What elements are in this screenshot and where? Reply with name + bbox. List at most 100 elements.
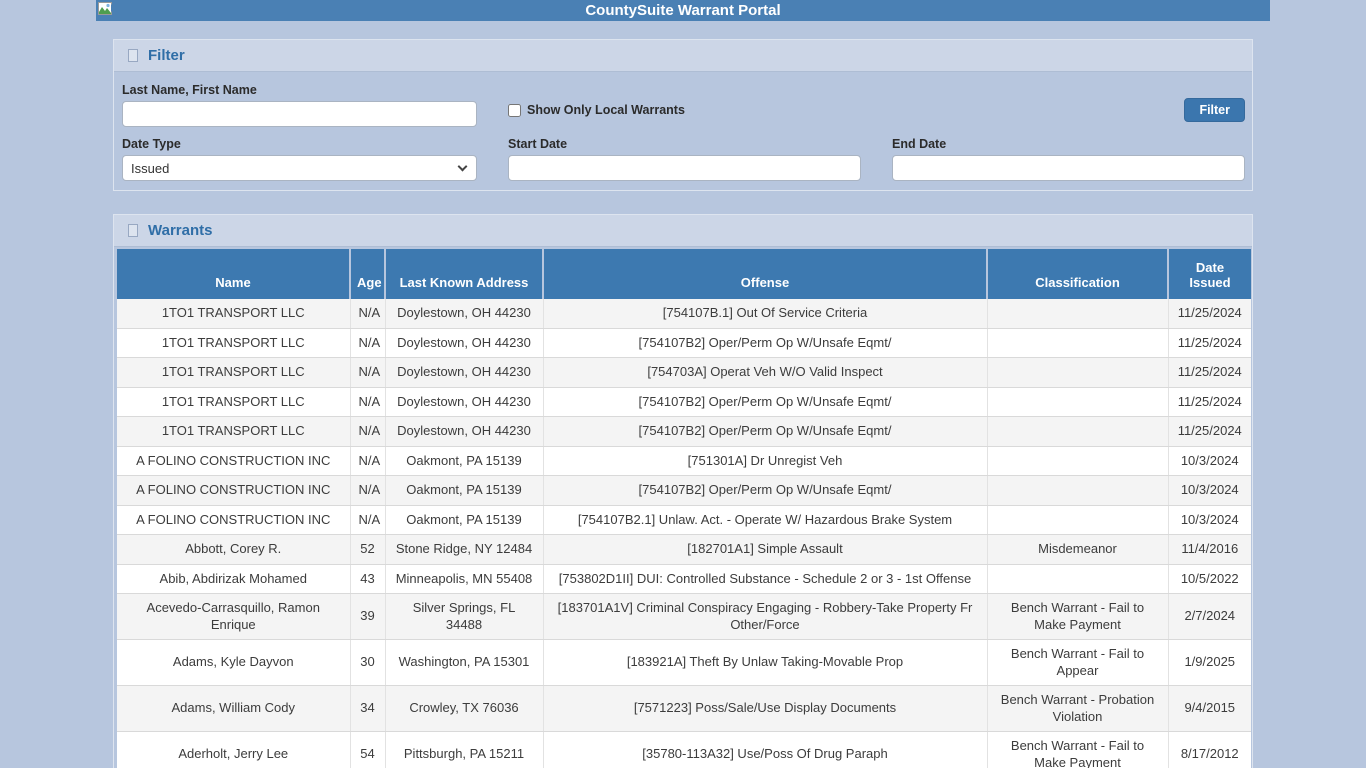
cell-date-issued: 11/4/2016	[1168, 534, 1251, 565]
filter-button-cell: Filter	[892, 83, 1245, 127]
cell-address: Doylestown, OH 44230	[385, 387, 544, 417]
column-header: Date Issued	[1168, 249, 1251, 299]
filter-section-title: Filter	[148, 47, 185, 64]
cell-address: Stone Ridge, NY 12484	[385, 534, 544, 565]
cell-date-issued: 10/5/2022	[1168, 564, 1251, 594]
cell-offense: [7571223] Poss/Sale/Use Display Document…	[543, 685, 988, 732]
table-row: Adams, Kyle Dayvon 30 Washington, PA 153…	[117, 639, 1251, 686]
cell-age: 30	[350, 639, 386, 686]
warrants-section-title: Warrants	[148, 222, 213, 239]
cell-age: N/A	[350, 475, 386, 506]
cell-date-issued: 11/25/2024	[1168, 299, 1251, 329]
table-row: 1TO1 TRANSPORT LLC N/A Doylestown, OH 44…	[117, 387, 1251, 417]
cell-age: 39	[350, 593, 386, 640]
filter-body: Last Name, First Name Show Only Local Wa…	[114, 72, 1252, 190]
cell-offense: [754107B2.1] Unlaw. Act. - Operate W/ Ha…	[543, 505, 988, 535]
table-row: Acevedo-Carrasquillo, Ramon Enrique 39 S…	[117, 593, 1251, 640]
cell-date-issued: 11/25/2024	[1168, 387, 1251, 417]
cell-classification	[987, 328, 1169, 358]
date-type-label: Date Type	[122, 137, 181, 151]
cell-age: N/A	[350, 328, 386, 358]
end-date-group: End Date	[892, 137, 1245, 181]
cell-address: Doylestown, OH 44230	[385, 328, 544, 358]
warrants-table-body: 1TO1 TRANSPORT LLC N/A Doylestown, OH 44…	[117, 299, 1251, 768]
start-date-input[interactable]	[508, 155, 861, 181]
table-row: Abbott, Corey R. 52 Stone Ridge, NY 1248…	[117, 534, 1251, 565]
title-bar: CountySuite Warrant Portal	[96, 0, 1270, 21]
cell-date-issued: 10/3/2024	[1168, 505, 1251, 535]
cell-offense: [183921A] Theft By Unlaw Taking-Movable …	[543, 639, 988, 686]
cell-age: N/A	[350, 357, 386, 388]
cell-name: Acevedo-Carrasquillo, Ramon Enrique	[117, 593, 351, 640]
cell-age: 54	[350, 731, 386, 768]
cell-offense: [754107B2] Oper/Perm Op W/Unsafe Eqmt/	[543, 475, 988, 506]
show-local-warrants-label: Show Only Local Warrants	[527, 103, 685, 117]
collapse-box-icon	[128, 49, 138, 62]
cell-address: Washington, PA 15301	[385, 639, 544, 686]
cell-address: Pittsburgh, PA 15211	[385, 731, 544, 768]
cell-address: Oakmont, PA 15139	[385, 505, 544, 535]
warrants-panel: Warrants Name Age Last Known Address Offens…	[113, 214, 1253, 768]
filter-button[interactable]: Filter	[1184, 98, 1245, 122]
cell-date-issued: 11/25/2024	[1168, 328, 1251, 358]
cell-offense: [754703A] Operat Veh W/O Valid Inspect	[543, 357, 988, 388]
cell-name: 1TO1 TRANSPORT LLC	[117, 357, 351, 388]
cell-offense: [754107B2] Oper/Perm Op W/Unsafe Eqmt/	[543, 416, 988, 447]
cell-classification	[987, 357, 1169, 388]
cell-address: Oakmont, PA 15139	[385, 446, 544, 476]
cell-age: N/A	[350, 416, 386, 447]
cell-classification: Bench Warrant - Fail to Make Payment	[987, 731, 1169, 768]
cell-name: A FOLINO CONSTRUCTION INC	[117, 505, 351, 535]
date-type-select[interactable]: Issued	[122, 155, 477, 181]
cell-date-issued: 11/25/2024	[1168, 357, 1251, 388]
cell-classification	[987, 505, 1169, 535]
cell-age: N/A	[350, 446, 386, 476]
cell-name: Adams, William Cody	[117, 685, 351, 732]
cell-name: 1TO1 TRANSPORT LLC	[117, 299, 351, 329]
table-row: A FOLINO CONSTRUCTION INC N/A Oakmont, P…	[117, 505, 1251, 535]
cell-classification	[987, 299, 1169, 329]
show-local-warrants-checkbox[interactable]	[508, 103, 521, 117]
name-field-label: Last Name, First Name	[122, 83, 257, 97]
table-row: A FOLINO CONSTRUCTION INC N/A Oakmont, P…	[117, 446, 1251, 476]
cell-offense: [183701A1V] Criminal Conspiracy Engaging…	[543, 593, 988, 640]
cell-classification	[987, 475, 1169, 506]
broken-image-icon	[98, 2, 116, 22]
filter-panel: Filter Last Name, First Name Show Only L…	[113, 39, 1253, 191]
name-field-group: Last Name, First Name	[122, 83, 477, 127]
page-title: CountySuite Warrant Portal	[585, 2, 781, 19]
table-row: 1TO1 TRANSPORT LLC N/A Doylestown, OH 44…	[117, 328, 1251, 358]
cell-address: Oakmont, PA 15139	[385, 475, 544, 506]
cell-date-issued: 10/3/2024	[1168, 446, 1251, 476]
page-wrapper: CountySuite Warrant Portal Filter Last N…	[96, 0, 1270, 768]
table-row: 1TO1 TRANSPORT LLC N/A Doylestown, OH 44…	[117, 299, 1251, 329]
cell-classification: Bench Warrant - Fail to Make Payment	[987, 593, 1169, 640]
date-type-group: Date Type Issued	[122, 137, 477, 181]
column-header: Last Known Address	[385, 249, 544, 299]
filter-panel-header: Filter	[114, 40, 1252, 72]
cell-date-issued: 8/17/2012	[1168, 731, 1251, 768]
cell-classification: Bench Warrant - Fail to Appear	[987, 639, 1169, 686]
cell-age: N/A	[350, 387, 386, 417]
cell-age: 34	[350, 685, 386, 732]
cell-date-issued: 2/7/2024	[1168, 593, 1251, 640]
table-row: 1TO1 TRANSPORT LLC N/A Doylestown, OH 44…	[117, 357, 1251, 388]
cell-classification: Misdemeanor	[987, 534, 1169, 565]
collapse-box-icon	[128, 224, 138, 237]
table-row: 1TO1 TRANSPORT LLC N/A Doylestown, OH 44…	[117, 416, 1251, 447]
cell-offense: [753802D1II] DUI: Controlled Substance -…	[543, 564, 988, 594]
cell-offense: [754107B.1] Out Of Service Criteria	[543, 299, 988, 329]
end-date-label: End Date	[892, 137, 947, 151]
start-date-group: Start Date	[508, 137, 861, 181]
name-input[interactable]	[122, 101, 477, 127]
cell-name: 1TO1 TRANSPORT LLC	[117, 387, 351, 417]
warrants-table-holder: Name Age Last Known Address Offense Classifi…	[114, 247, 1252, 768]
column-header: Age	[350, 249, 386, 299]
end-date-input[interactable]	[892, 155, 1245, 181]
cell-name: 1TO1 TRANSPORT LLC	[117, 416, 351, 447]
cell-date-issued: 1/9/2025	[1168, 639, 1251, 686]
cell-name: Adams, Kyle Dayvon	[117, 639, 351, 686]
column-header: Classification	[987, 249, 1169, 299]
cell-address: Doylestown, OH 44230	[385, 299, 544, 329]
cell-name: Aderholt, Jerry Lee	[117, 731, 351, 768]
